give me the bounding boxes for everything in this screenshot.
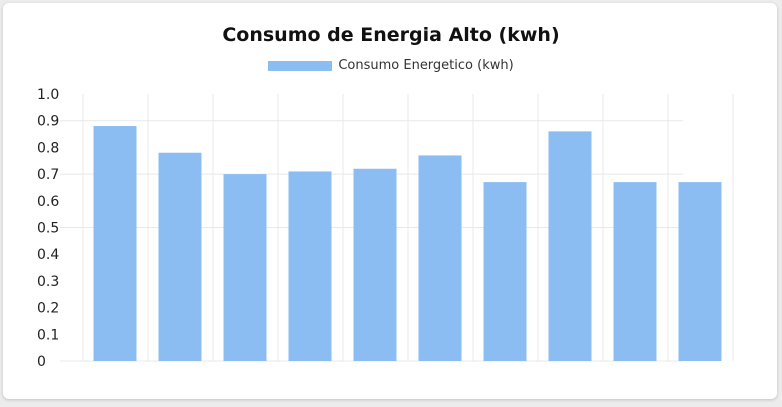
y-tick-label: 0.2 bbox=[37, 301, 59, 317]
y-axis-ticks: 0 0.1 0.2 0.3 0.4 0.5 0.6 0.7 0.8 0.9 1.0 bbox=[37, 87, 59, 370]
bar-6[interactable] bbox=[418, 155, 462, 361]
y-tick-label: 0.8 bbox=[37, 140, 59, 156]
chart-title: Consumo de Energia Alto (kwh) bbox=[222, 24, 560, 46]
y-tick-label: 0.3 bbox=[37, 274, 59, 290]
bar-layer bbox=[93, 126, 722, 361]
bar-1[interactable] bbox=[93, 126, 137, 361]
y-tick-label: 0.5 bbox=[37, 221, 59, 237]
legend-label: Consumo Energetico (kwh) bbox=[338, 58, 514, 73]
y-tick-label: 0.6 bbox=[37, 194, 59, 210]
bar-9[interactable] bbox=[613, 182, 657, 361]
bar-5[interactable] bbox=[353, 168, 397, 361]
y-tick-label: 0.4 bbox=[37, 247, 59, 263]
y-tick-label: 0.9 bbox=[37, 114, 59, 130]
chart-legend[interactable]: Consumo Energetico (kwh) bbox=[0, 58, 782, 73]
bar-3[interactable] bbox=[223, 174, 267, 361]
bar-4[interactable] bbox=[288, 171, 332, 361]
bar-2[interactable] bbox=[158, 152, 202, 361]
bar-10[interactable] bbox=[678, 182, 722, 361]
legend-swatch bbox=[268, 60, 333, 71]
bar-7[interactable] bbox=[483, 182, 527, 361]
y-tick-label: 1.0 bbox=[37, 87, 59, 103]
y-tick-label: 0.7 bbox=[37, 167, 59, 183]
y-tick-label: 0 bbox=[37, 354, 46, 370]
bar-8[interactable] bbox=[548, 131, 592, 361]
y-tick-label: 0.1 bbox=[37, 327, 59, 343]
